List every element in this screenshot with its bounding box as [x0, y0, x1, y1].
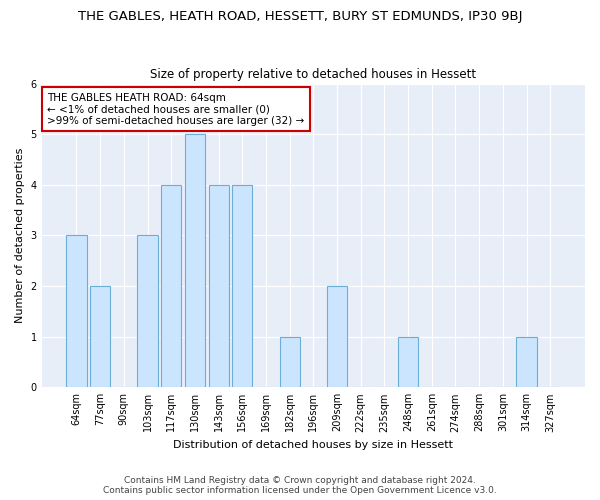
Title: Size of property relative to detached houses in Hessett: Size of property relative to detached ho… — [150, 68, 476, 81]
Bar — [209, 185, 229, 388]
Text: THE GABLES HEATH ROAD: 64sqm
← <1% of detached houses are smaller (0)
>99% of se: THE GABLES HEATH ROAD: 64sqm ← <1% of de… — [47, 92, 304, 126]
Bar — [90, 286, 110, 388]
Text: THE GABLES, HEATH ROAD, HESSETT, BURY ST EDMUNDS, IP30 9BJ: THE GABLES, HEATH ROAD, HESSETT, BURY ST… — [78, 10, 522, 23]
Bar — [137, 236, 158, 388]
Bar — [327, 286, 347, 388]
Text: Contains HM Land Registry data © Crown copyright and database right 2024.
Contai: Contains HM Land Registry data © Crown c… — [103, 476, 497, 495]
Bar — [232, 185, 253, 388]
Bar — [280, 336, 300, 388]
Bar — [185, 134, 205, 388]
Y-axis label: Number of detached properties: Number of detached properties — [15, 148, 25, 323]
Bar — [67, 236, 86, 388]
Bar — [161, 185, 181, 388]
Bar — [398, 336, 418, 388]
Bar — [517, 336, 536, 388]
X-axis label: Distribution of detached houses by size in Hessett: Distribution of detached houses by size … — [173, 440, 454, 450]
